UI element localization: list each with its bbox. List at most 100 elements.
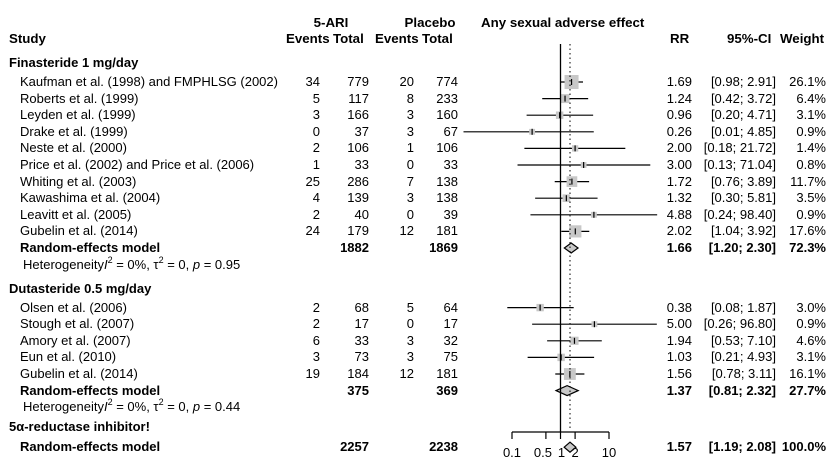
ari-events: 2 [312,140,320,156]
placebo-total: 233 [436,90,458,106]
ari-events: 19 [305,366,320,381]
x-tick-label: 10 [602,445,616,460]
heterogeneity-text: HeterogeneityI2 = 0%, τ2 = 0, p = 0.44 [23,397,241,415]
ari-events: 25 [305,173,320,189]
placebo-total: 181 [436,223,458,239]
weight-value: 100.0% [781,439,826,455]
ari-events: 3 [312,107,320,123]
study-label: Price et al. (2002) and Price et al. (20… [20,157,255,172]
study-label: Leyden et al. (1999) [20,107,136,123]
study-label: Stough et al. (2007) [20,316,135,332]
study-label: Gubelin et al. (2014) [20,223,138,239]
weight-value: 3.1% [796,107,826,123]
header-placebo-group: Placebo [404,15,456,30]
ari-total: 68 [354,299,369,315]
ari-total: 73 [354,349,369,365]
weight-value: 0.9% [796,206,826,222]
ci-value: [0.53; 7.10] [710,332,776,348]
rr-value: 1.24 [666,90,692,106]
weight-value: 72.3% [789,240,826,255]
placebo-events: 3 [406,107,414,123]
study-label: Leavitt et al. (2005) [20,206,132,222]
rr-value: 1.37 [666,382,692,398]
placebo-total: 2238 [429,439,458,455]
placebo-events: 0 [406,157,414,172]
header-study: Study [9,31,46,46]
placebo-events: 3 [406,190,414,206]
overall-group-title: 5α-reductase inhibitor! [9,419,150,435]
pooled-diamond [554,384,580,397]
ari-total: 179 [347,223,369,239]
study-label: Eun et al. (2010) [20,349,117,365]
ci-value: [0.24; 98.40] [703,206,776,222]
ari-total: 40 [354,206,369,222]
weight-value: 27.7% [789,382,826,398]
study-label: Kawashima et al. (2004) [20,190,161,206]
ci-value: [1.04; 3.92] [710,223,776,239]
weight-value: 0.9% [796,123,826,139]
rr-value: 5.00 [666,316,692,332]
ari-events: 34 [305,74,320,89]
rr-value: 2.00 [666,140,692,156]
placebo-events: 8 [406,90,414,106]
weight-value: 11.7% [790,173,826,189]
rr-value: 1.03 [666,349,692,365]
ci-value: [0.78; 3.11] [711,366,776,381]
placebo-events: 0 [406,316,414,332]
subgroup-title: Dutasteride 0.5 mg/day [9,280,152,296]
ci-value: [0.30; 5.81] [710,190,776,206]
weight-value: 4.6% [796,332,826,348]
placebo-total: 106 [436,140,458,156]
weight-value: 3.0% [796,299,826,315]
weight-value: 16.1% [789,366,826,381]
x-tick-label: 2 [571,445,578,460]
weight-value: 26.1% [789,74,826,89]
pooled-label: Random-effects model [20,240,161,255]
header-plot-title: Any sexual adverse effect [481,15,645,30]
placebo-events: 0 [406,206,414,222]
placebo-total: 369 [436,382,458,398]
placebo-total: 67 [443,123,458,139]
ari-total: 117 [348,90,369,106]
ci-value: [0.98; 2.91] [710,74,776,89]
placebo-total: 138 [436,173,458,189]
ari-total: 17 [354,316,369,332]
ci-value: [0.26; 96.80] [703,316,776,332]
study-label: Roberts et al. (1999) [20,90,139,106]
study-label: Kaufman et al. (1998) and FMPHLSG (2002) [20,74,278,89]
placebo-events: 7 [406,173,414,189]
placebo-total: 39 [443,206,458,222]
placebo-events: 3 [406,332,414,348]
study-label: Whiting et al. (2003) [20,173,137,189]
rr-value: 2.02 [666,223,692,239]
ci-value: [0.76; 3.89] [710,173,776,189]
placebo-total: 17 [443,316,458,332]
rr-value: 1.56 [666,366,692,381]
ari-total: 166 [347,107,369,123]
placebo-events: 5 [406,299,414,315]
placebo-total: 33 [443,157,458,172]
ari-total: 184 [347,366,369,381]
rr-value: 0.26 [666,123,692,139]
rr-value: 1.72 [666,173,692,189]
ci-value: [0.18; 21.72] [703,140,776,156]
ari-events: 2 [312,299,320,315]
placebo-events: 12 [399,223,414,239]
rr-value: 1.69 [666,74,692,89]
header-ci: 95%-CI [727,31,772,46]
rr-value: 1.66 [666,240,692,255]
pooled-diamond [563,242,580,254]
weight-value: 17.6% [789,223,826,239]
header-rr: RR [670,31,690,46]
weight-value: 3.1% [796,349,826,365]
study-label: Amory et al. (2007) [20,332,131,348]
weight-value: 0.9% [796,316,826,332]
ari-total: 139 [347,190,369,206]
ci-value: [1.19; 2.08] [708,439,776,455]
ci-value: [0.20; 4.71] [710,107,776,123]
x-tick-label: 0.1 [503,445,521,460]
ari-events: 2 [312,316,320,332]
pooled-label: Random-effects model [20,382,161,398]
subgroup-title: Finasteride 1 mg/day [9,55,139,70]
